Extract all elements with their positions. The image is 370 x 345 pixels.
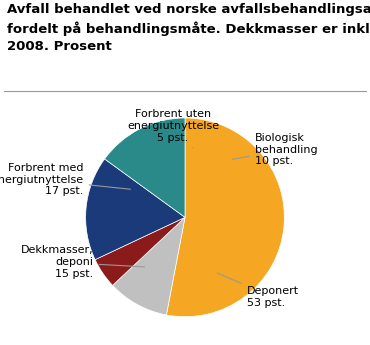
Text: Deponert
53 pst.: Deponert 53 pst. — [217, 273, 299, 308]
Wedge shape — [112, 217, 185, 315]
Text: Avfall behandlet ved norske avfallsbehandlingsanlegg
fordelt på behandlingsmåte.: Avfall behandlet ved norske avfallsbehan… — [7, 3, 370, 53]
Text: Dekkmasser,
deponi
15 pst.: Dekkmasser, deponi 15 pst. — [21, 245, 144, 279]
Text: Biologisk
behandling
10 pst.: Biologisk behandling 10 pst. — [232, 133, 317, 166]
Text: Forbrent uten
energiutnyttelse
5 pst.: Forbrent uten energiutnyttelse 5 pst. — [127, 109, 219, 148]
Wedge shape — [95, 217, 185, 285]
Text: Forbrent med
energiutnyttelse
17 pst.: Forbrent med energiutnyttelse 17 pst. — [0, 163, 131, 196]
Wedge shape — [85, 159, 185, 260]
Wedge shape — [166, 118, 285, 317]
Wedge shape — [105, 118, 185, 217]
